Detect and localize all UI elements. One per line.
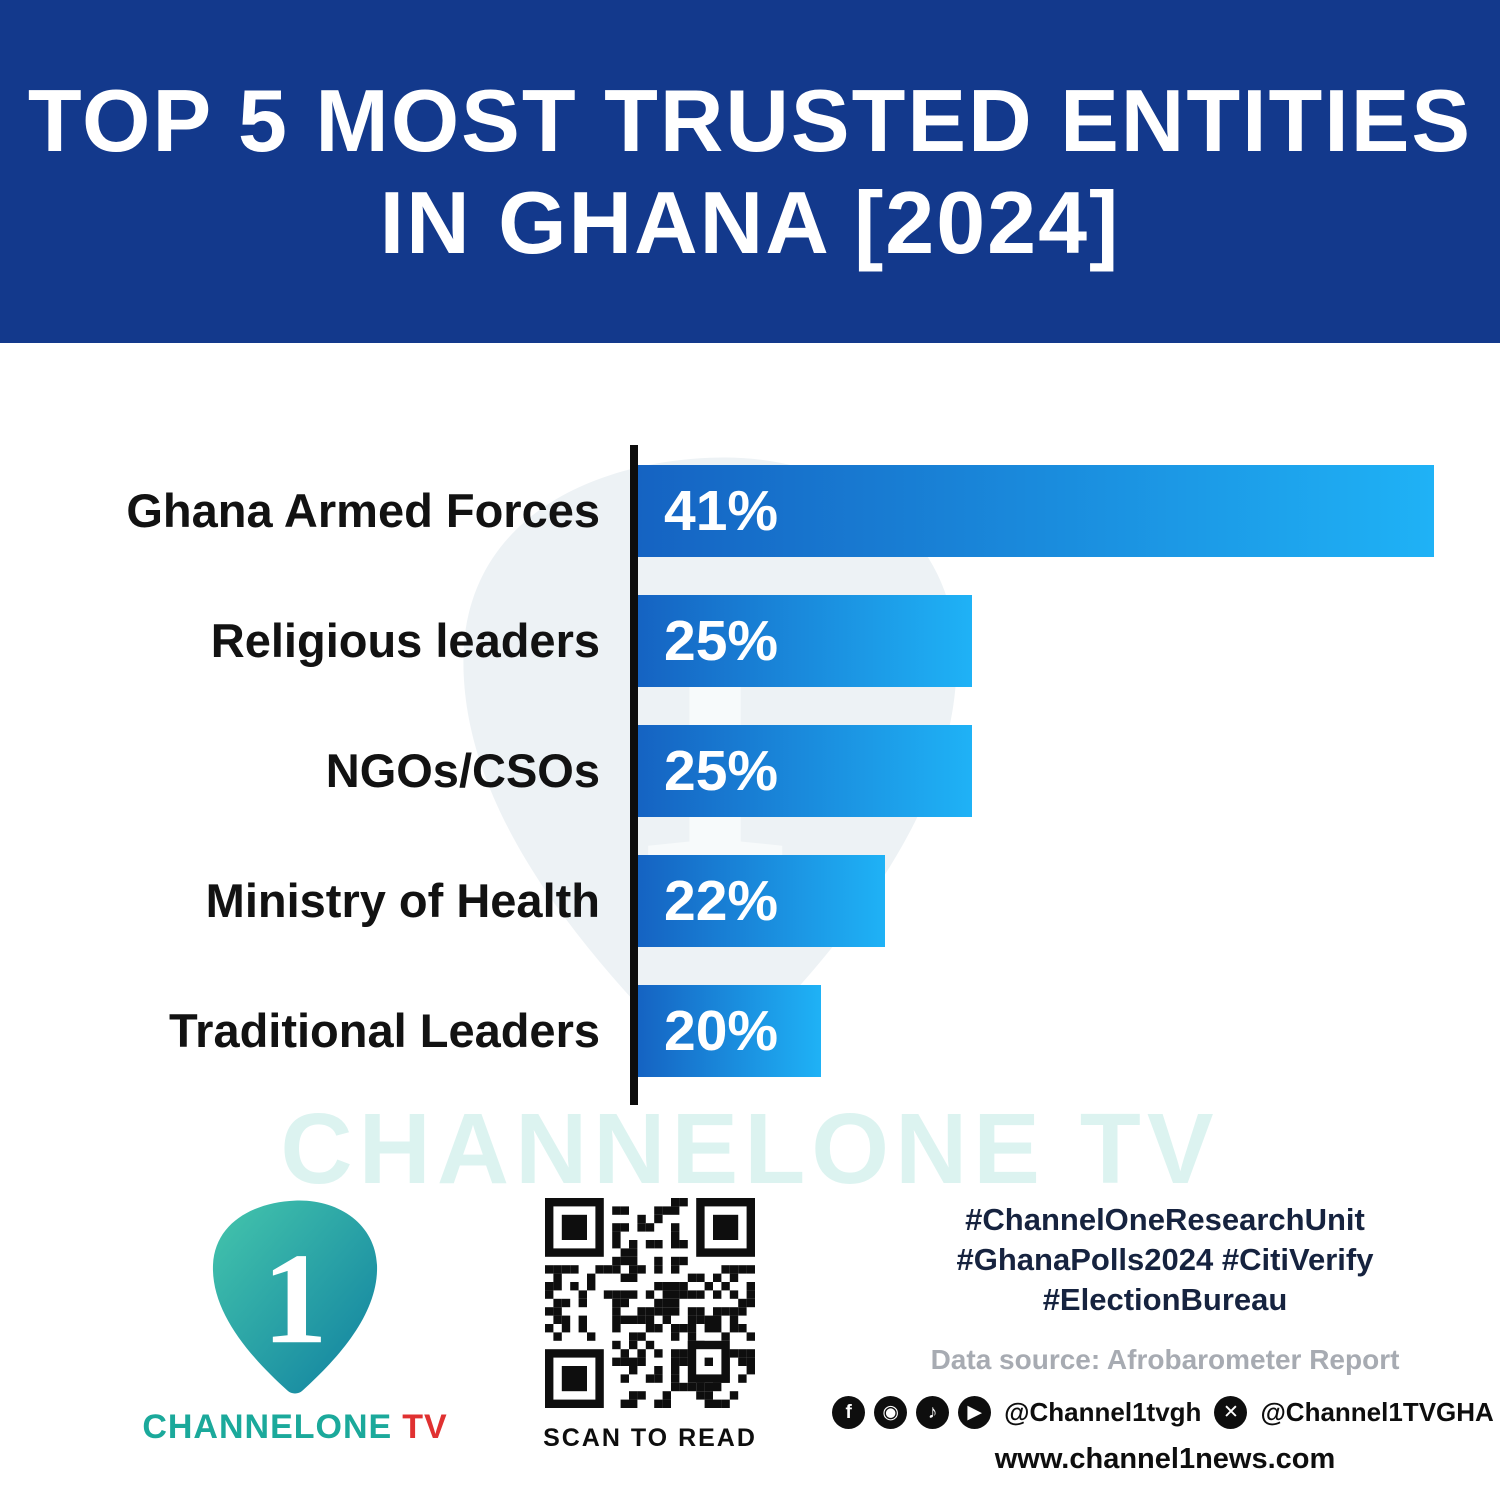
channel-watermark-text: CHANNELONE TV bbox=[280, 1093, 1220, 1205]
bar: 41% bbox=[638, 465, 1434, 557]
bar-chart: Ghana Armed Forces 41% Religious leaders 25… bbox=[0, 445, 1500, 1105]
page-title-line1: TOP 5 MOST TRUSTED ENTITIES bbox=[27, 70, 1473, 170]
footer-right-block: #ChannelOneResearchUnit #GhanaPolls2024 … bbox=[832, 1200, 1494, 1476]
bar: 22% bbox=[638, 855, 885, 947]
hashtag-line-2: #GhanaPolls2024 #CitiVerify bbox=[956, 1242, 1374, 1277]
chart-row: NGOs/CSOs 25% bbox=[0, 725, 1500, 817]
qr-block: SCAN TO READ bbox=[540, 1198, 760, 1453]
chart-row: Ministry of Health 22% bbox=[0, 855, 1500, 947]
social-handle-1: @Channel1tvgh bbox=[1004, 1397, 1202, 1427]
bar-value-label: 25% bbox=[664, 739, 779, 803]
chart-row: Religious leaders 25% bbox=[0, 595, 1500, 687]
qr-code bbox=[545, 1198, 755, 1408]
page-title-line2: IN GHANA [2024] bbox=[379, 172, 1121, 272]
bar-label: Ghana Armed Forces bbox=[126, 484, 600, 537]
bar-value-label: 41% bbox=[664, 479, 779, 543]
chart-axis bbox=[630, 445, 638, 1105]
logo-numeral: 1 bbox=[262, 1227, 327, 1371]
x-icon: ✕ bbox=[1214, 1396, 1248, 1429]
bar-label: Traditional Leaders bbox=[169, 1004, 600, 1057]
header-banner: TOP 5 MOST TRUSTED ENTITIES IN GHANA [20… bbox=[0, 0, 1500, 343]
data-source-text: Data source: Afrobarometer Report bbox=[930, 1344, 1400, 1375]
bar-label: Ministry of Health bbox=[205, 874, 600, 927]
instagram-icon: ◉ bbox=[874, 1396, 908, 1429]
bar: 25% bbox=[638, 725, 972, 817]
social-row: f ◉ ♪ ▶ @Channel1tvgh ✕ @Channel1TVGHA bbox=[832, 1396, 1494, 1429]
bar-value-label: 20% bbox=[664, 999, 779, 1063]
chart-row: Traditional Leaders 20% bbox=[0, 985, 1500, 1077]
bar-value-label: 25% bbox=[664, 609, 779, 673]
channel-one-logo-icon: 1 bbox=[212, 1200, 378, 1394]
logo-wordmark: CHANNELONE TV bbox=[140, 1408, 450, 1447]
bar-label: NGOs/CSOs bbox=[325, 744, 600, 797]
logo-brand-text: CHANNELONE bbox=[142, 1408, 393, 1446]
youtube-icon: ▶ bbox=[958, 1396, 992, 1429]
social-handle-2: @Channel1TVGHA bbox=[1260, 1397, 1494, 1427]
hashtag-line-1: #ChannelOneResearchUnit bbox=[965, 1202, 1365, 1237]
hashtag-line-3: #ElectionBureau bbox=[1042, 1282, 1288, 1317]
bar-label: Religious leaders bbox=[210, 614, 600, 667]
bar-value-label: 22% bbox=[664, 869, 779, 933]
bar: 25% bbox=[638, 595, 972, 687]
chart-row: Ghana Armed Forces 41% bbox=[0, 465, 1500, 557]
tiktok-icon: ♪ bbox=[916, 1396, 950, 1429]
website-url: www.channel1news.com bbox=[994, 1443, 1336, 1475]
channel-one-logo: 1 CHANNELONE TV bbox=[140, 1195, 450, 1447]
qr-caption: SCAN TO READ bbox=[543, 1424, 757, 1452]
bar: 20% bbox=[638, 985, 821, 1077]
facebook-icon: f bbox=[832, 1396, 866, 1429]
logo-suffix-text: TV bbox=[402, 1408, 448, 1446]
